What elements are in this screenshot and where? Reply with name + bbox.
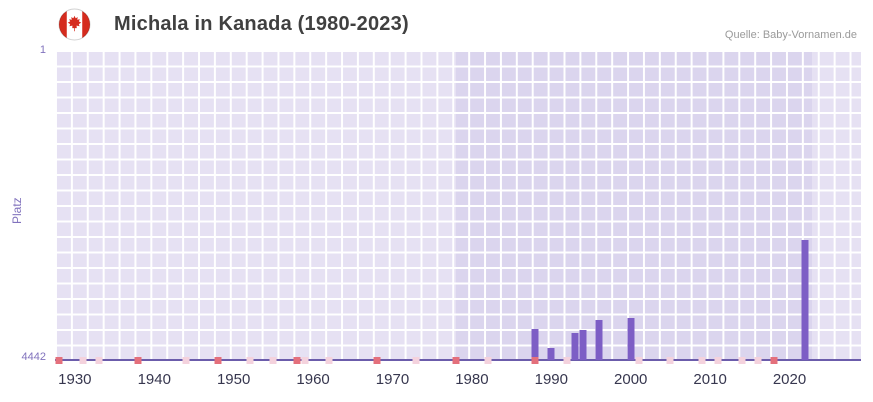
axis-marker-light	[412, 357, 420, 364]
rank-bar-1996	[595, 320, 603, 360]
axis-marker-light	[79, 357, 87, 364]
rank-bar-1993	[571, 333, 579, 360]
axis-marker-light	[95, 357, 103, 364]
x-tick-1970: 1970	[375, 371, 410, 388]
rank-bar-1988	[531, 329, 539, 360]
axis-marker-light	[714, 357, 722, 364]
axis-marker-light	[738, 357, 746, 364]
axis-marker-light	[182, 357, 190, 364]
axis-marker-strong	[55, 357, 63, 364]
rank-bar-1990	[547, 348, 555, 360]
axis-marker-strong	[293, 357, 301, 364]
x-tick-1950: 1950	[216, 371, 251, 388]
no-data-region	[55, 50, 457, 360]
x-tick-2010: 2010	[693, 371, 727, 388]
axis-marker-light	[754, 357, 762, 364]
axis-marker-strong	[770, 357, 778, 364]
canada-flag-icon	[58, 8, 91, 41]
y-axis-top-label: 1	[39, 44, 46, 56]
axis-marker-light	[484, 357, 492, 364]
rank-bar-1994	[579, 329, 587, 360]
axis-marker-strong	[452, 357, 460, 364]
y-axis-title: Platz	[10, 197, 24, 224]
x-tick-1930: 1930	[58, 371, 92, 388]
axis-marker-light	[301, 357, 309, 364]
axis-marker-light	[269, 357, 277, 364]
axis-marker-light	[635, 357, 643, 364]
axis-marker-strong	[531, 357, 539, 364]
x-tick-2000: 2000	[614, 371, 648, 388]
source-credit: Quelle: Baby-Vornamen.de	[724, 29, 857, 41]
axis-marker-light	[246, 357, 254, 364]
x-tick-1990: 1990	[534, 371, 568, 388]
x-tick-1940: 1940	[137, 371, 171, 388]
plot-area	[55, 50, 861, 364]
axis-marker-light	[563, 357, 571, 364]
rank-bar-2000	[627, 317, 635, 360]
x-tick-2020: 2020	[772, 371, 807, 388]
axis-marker-strong	[134, 357, 142, 364]
y-axis-bottom-label: 4442	[21, 351, 46, 363]
x-axis-labels: 1930 1940 1950 1960 1970 1980 1990 2000 2010 2020	[55, 371, 861, 393]
page-title: Michala in Kanada (1980-2023)	[114, 13, 409, 35]
axis-marker-strong	[214, 357, 222, 364]
x-tick-1980: 1980	[455, 371, 489, 388]
axis-marker-light	[698, 357, 706, 364]
x-tick-1960: 1960	[296, 371, 330, 388]
axis-marker-light	[666, 357, 674, 364]
axis-marker-strong	[373, 357, 381, 364]
rank-bar-2022	[801, 239, 809, 360]
no-data-region	[811, 50, 861, 360]
axis-marker-light	[325, 357, 333, 364]
